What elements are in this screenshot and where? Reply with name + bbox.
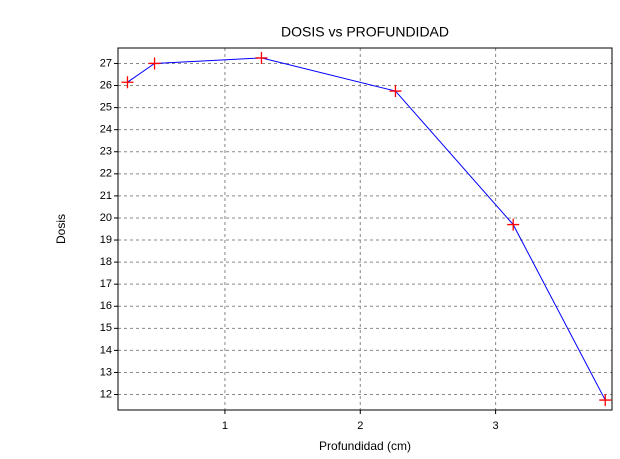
data-marker bbox=[507, 218, 520, 231]
y-tick-label: 25 bbox=[100, 102, 112, 114]
y-tick-label: 13 bbox=[100, 366, 112, 378]
data-marker bbox=[255, 51, 268, 64]
y-tick-label: 21 bbox=[100, 190, 112, 202]
y-tick-label: 27 bbox=[100, 57, 112, 69]
x-axis-label: Profundidad (cm) bbox=[319, 439, 411, 453]
y-tick-label: 23 bbox=[100, 146, 112, 158]
data-marker bbox=[389, 85, 402, 98]
y-tick-label: 18 bbox=[100, 256, 112, 268]
plot-frame bbox=[117, 47, 613, 411]
data-marker bbox=[599, 394, 612, 407]
y-tick-label: 22 bbox=[100, 168, 112, 180]
data-line bbox=[127, 57, 606, 401]
x-tick-label: 1 bbox=[222, 420, 228, 432]
data-marker bbox=[121, 76, 134, 89]
y-tick-label: 12 bbox=[100, 388, 112, 400]
y-tick-label: 14 bbox=[100, 344, 112, 356]
y-tick-label: 19 bbox=[100, 234, 112, 246]
chart-title: DOSIS vs PROFUNDIDAD bbox=[281, 24, 449, 40]
y-axis-label: Dosis bbox=[54, 214, 68, 244]
y-tick-label: 24 bbox=[100, 124, 112, 136]
x-tick-label: 3 bbox=[493, 420, 499, 432]
data-marker bbox=[148, 57, 161, 70]
x-tick-label: 2 bbox=[357, 420, 363, 432]
y-tick-label: 26 bbox=[100, 79, 112, 91]
y-tick-label: 15 bbox=[100, 322, 112, 334]
plot-area bbox=[118, 48, 612, 410]
y-tick-label: 16 bbox=[100, 300, 112, 312]
y-tick-label: 20 bbox=[100, 212, 112, 224]
y-tick-label: 17 bbox=[100, 278, 112, 290]
